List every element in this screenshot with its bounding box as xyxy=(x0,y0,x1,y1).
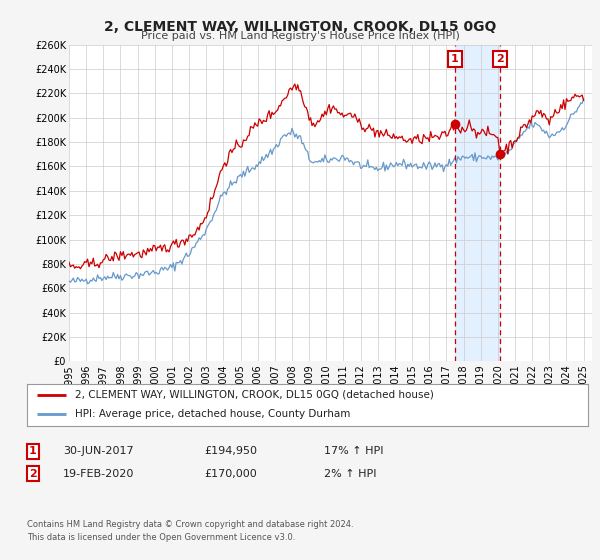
Text: HPI: Average price, detached house, County Durham: HPI: Average price, detached house, Coun… xyxy=(74,409,350,419)
Text: 2: 2 xyxy=(29,469,37,479)
Text: This data is licensed under the Open Government Licence v3.0.: This data is licensed under the Open Gov… xyxy=(27,533,295,542)
Text: 2% ↑ HPI: 2% ↑ HPI xyxy=(324,469,377,479)
Text: 1: 1 xyxy=(451,54,459,64)
Text: 2, CLEMENT WAY, WILLINGTON, CROOK, DL15 0GQ: 2, CLEMENT WAY, WILLINGTON, CROOK, DL15 … xyxy=(104,20,496,34)
Text: Price paid vs. HM Land Registry's House Price Index (HPI): Price paid vs. HM Land Registry's House … xyxy=(140,31,460,41)
Bar xyxy=(455,45,500,361)
Text: 2, CLEMENT WAY, WILLINGTON, CROOK, DL15 0GQ (detached house): 2, CLEMENT WAY, WILLINGTON, CROOK, DL15 … xyxy=(74,390,434,400)
Text: Contains HM Land Registry data © Crown copyright and database right 2024.: Contains HM Land Registry data © Crown c… xyxy=(27,520,353,529)
Text: £170,000: £170,000 xyxy=(204,469,257,479)
Text: £194,950: £194,950 xyxy=(204,446,257,456)
Text: 17% ↑ HPI: 17% ↑ HPI xyxy=(324,446,383,456)
Text: 19-FEB-2020: 19-FEB-2020 xyxy=(63,469,134,479)
Text: 30-JUN-2017: 30-JUN-2017 xyxy=(63,446,134,456)
Text: 2: 2 xyxy=(496,54,504,64)
Text: 1: 1 xyxy=(29,446,37,456)
